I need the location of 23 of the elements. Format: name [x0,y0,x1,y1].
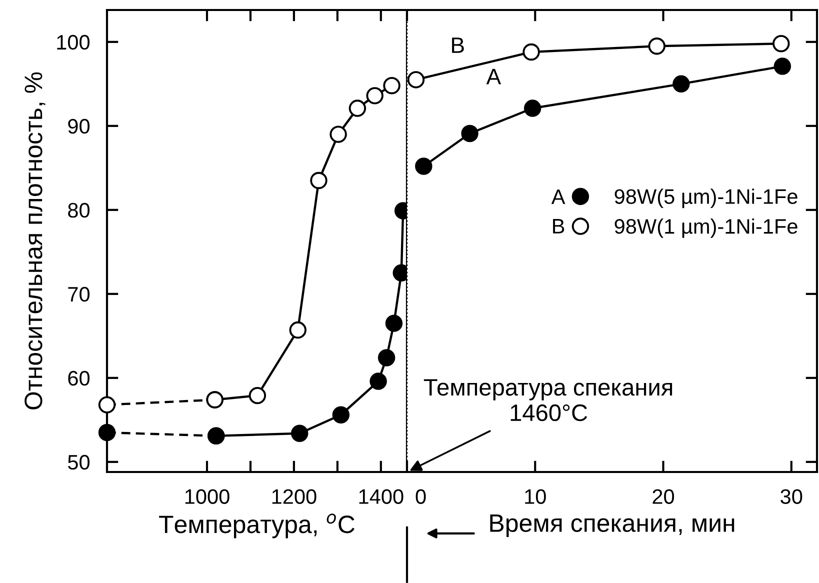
x-tick-label: 1400 [359,489,404,504]
y-tick-label: 80 [68,202,90,218]
x-tick-label: 1200 [272,489,316,504]
x-tick-label: 10 [525,489,546,504]
y-tick-label: 70 [68,286,90,302]
legend-label: 98W(5 µm)-1Ni-1Fe [614,188,798,208]
y-tick-label: 50 [68,454,90,470]
annotation: B [553,219,564,234]
y-axis-title: Относительная плотность, % [24,72,46,410]
x-tick-label: 30 [780,489,802,504]
x-tick-label: 0 [416,489,426,504]
x-axis-title: Температура, $^{o}$C [159,514,354,538]
y-tick-label: 100 [57,34,90,50]
annotation: Температура спекания 1460°C [424,379,672,422]
x-tick-label: 20 [652,489,674,504]
annotation: A [551,190,566,204]
x-axis-title: Время спекания, мин [490,514,734,537]
y-tick-label: 90 [68,118,90,134]
legend-label: 98W(1 µm)-1Ni-1Fe [614,218,798,238]
y-tick-label: 60 [68,370,90,386]
x-tick-label: 1000 [185,489,230,504]
annotation: B [452,38,464,53]
annotation: A [486,68,502,84]
